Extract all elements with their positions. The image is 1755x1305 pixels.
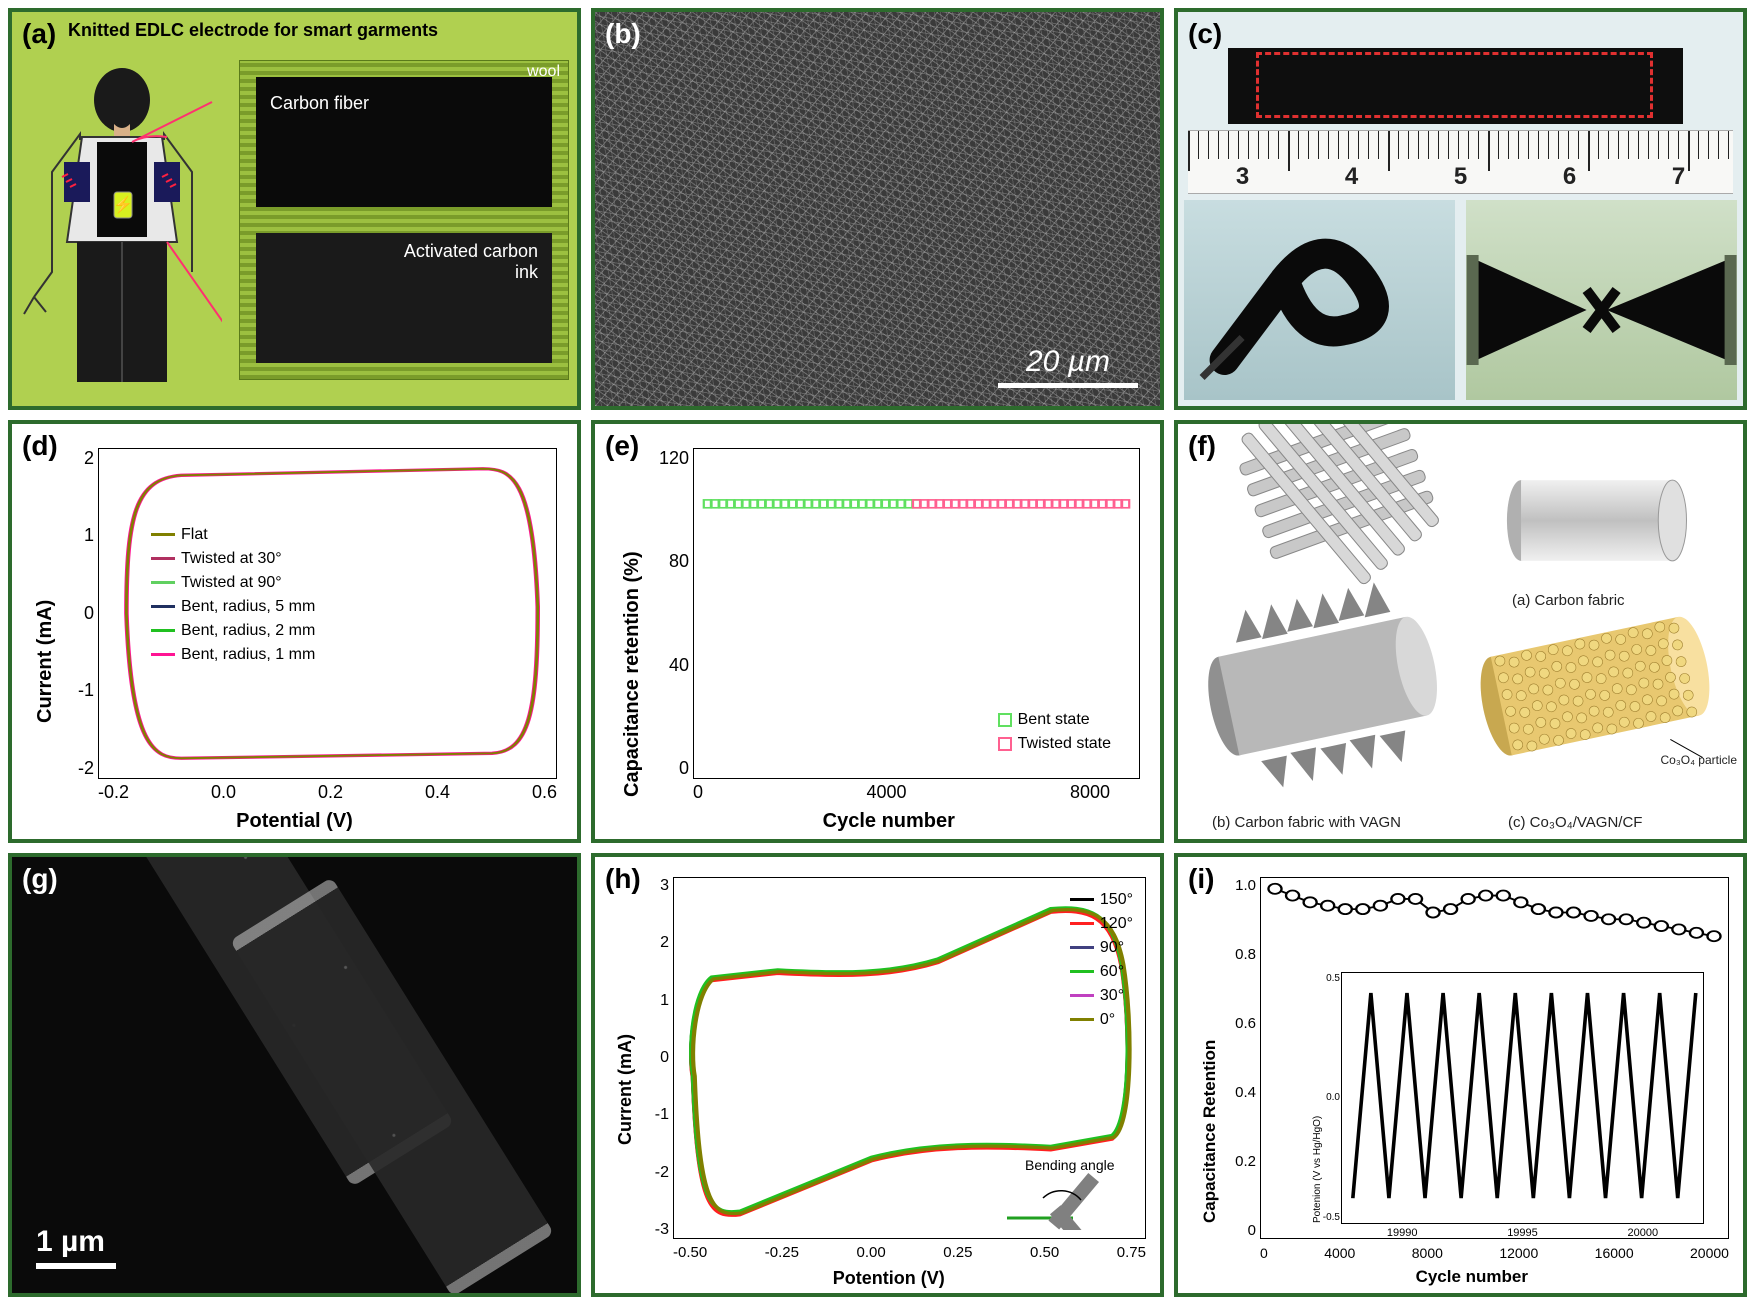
panel-b-sem: (b) 20 µm — [591, 8, 1164, 410]
panel-label-b: (b) — [605, 18, 641, 50]
yticks-e: 0 40 80 120 — [657, 448, 689, 779]
svg-text:⚡: ⚡ — [113, 195, 133, 214]
legend-item: Twisted state — [1018, 735, 1111, 752]
legend-item: Bent, radius, 5 mm — [181, 598, 315, 615]
particle-label: Co₃O₄ particle — [1661, 753, 1737, 767]
panel-h-cv: (h) 150° 120° 90° 60° 30° 0° Bending ang… — [591, 853, 1164, 1297]
ruler-num: 3 — [1236, 163, 1249, 191]
legend-item: 0° — [1100, 1011, 1115, 1028]
panel-label-d: (d) — [22, 430, 58, 462]
yticks-i: 00.2 0.40.6 0.81.0 — [1228, 877, 1256, 1239]
ylabel-h: Current (mA) — [615, 1034, 636, 1145]
carbon-fiber-region: Carbon fiber — [256, 77, 552, 207]
bend-photo — [1184, 200, 1455, 400]
legend-item: Flat — [181, 526, 208, 543]
xticks-d: -0.2 0.0 0.2 0.4 0.6 — [98, 782, 557, 803]
legend-item: Twisted at 30° — [181, 550, 282, 567]
dashed-outline — [1256, 52, 1653, 118]
yticks-h: -3-2 -10 12 3 — [645, 877, 669, 1239]
wool-fabric-inset: wool Carbon fiber Activated carbon ink — [239, 60, 569, 380]
xlabel-i: Cycle number — [1416, 1267, 1528, 1287]
scalebar-g-text: 1 µm — [36, 1225, 105, 1258]
panel-label-g: (g) — [22, 863, 58, 895]
legend-item: 60° — [1100, 963, 1124, 980]
ylabel-i: Capacitance Retention — [1200, 1040, 1220, 1223]
legend-item: 90° — [1100, 939, 1124, 956]
yticks-d: -2 -1 0 1 2 — [72, 448, 94, 779]
ylabel-d: Current (mA) — [34, 599, 57, 722]
legend-d: Flat Twisted at 30° Twisted at 90° Bent,… — [151, 523, 315, 667]
f-sublabel-a: (a) Carbon fabric — [1512, 592, 1625, 609]
legend-item: Bent, radius, 1 mm — [181, 646, 315, 663]
panel-label-i: (i) — [1188, 863, 1214, 895]
xlabel-e: Cycle number — [823, 810, 955, 833]
panel-a-title: Knitted EDLC electrode for smart garment… — [68, 20, 438, 41]
panel-c: (c) 3 4 5 6 7 — [1174, 8, 1747, 410]
ruler-num: 4 — [1345, 163, 1358, 191]
legend-item: 120° — [1100, 915, 1133, 932]
panel-i-retention: (i) -0.5 0.0 0.5 Potenion (V vs Hg/HgO) … — [1174, 853, 1747, 1297]
schematic-svg — [1178, 424, 1743, 839]
f-sublabel-c: (c) Co₃O₄/VAGN/CF — [1508, 814, 1642, 831]
twist-photo — [1466, 200, 1737, 400]
bending-inset: Bending angle — [1003, 1152, 1133, 1230]
chart-i-plot: -0.5 0.0 0.5 Potenion (V vs Hg/HgO) 1999… — [1260, 877, 1729, 1239]
svg-text:Bending angle: Bending angle — [1025, 1157, 1115, 1173]
legend-item: 150° — [1100, 891, 1133, 908]
legend-item: Twisted at 90° — [181, 574, 282, 591]
activated-carbon-region: Activated carbon ink — [256, 233, 552, 363]
xticks-i: 04000 800012000 1600020000 — [1260, 1245, 1729, 1261]
panel-d-cv: (d) Flat Twisted at 30° Twisted at 90° B… — [8, 420, 581, 843]
xticks-h: -0.50-0.25 0.000.25 0.500.75 — [673, 1244, 1146, 1261]
legend-item: 30° — [1100, 987, 1124, 1004]
panel-label-e: (e) — [605, 430, 639, 462]
scalebar-b: 20 µm — [998, 345, 1138, 388]
ruler: 3 4 5 6 7 — [1188, 130, 1733, 194]
panel-label-f: (f) — [1188, 430, 1216, 462]
xlabel-h: Potention (V) — [833, 1268, 945, 1289]
chart-h-plot: 150° 120° 90° 60° 30° 0° Bending angle — [673, 877, 1146, 1239]
xlabel-d: Potential (V) — [236, 810, 353, 833]
panel-f-schematic: (f) — [1174, 420, 1747, 843]
inset-ylabel: Potenion (V vs Hg/HgO) — [1312, 1116, 1323, 1223]
legend-item: Bent state — [1018, 711, 1090, 728]
scalebar-g: 1 µm — [36, 1225, 116, 1269]
ruler-num: 5 — [1454, 163, 1467, 191]
fiber-2 — [230, 877, 554, 1297]
legend-h: 150° 120° 90° 60° 30° 0° — [1070, 888, 1133, 1032]
ylabel-e: Capacitance retention (%) — [621, 552, 644, 798]
ruler-num: 6 — [1563, 163, 1576, 191]
panel-e-retention: (e) Bent state Twisted state 0 40 80 120… — [591, 420, 1164, 843]
f-sublabel-b: (b) Carbon fabric with VAGN — [1212, 814, 1401, 831]
chart-d-plot: Flat Twisted at 30° Twisted at 90° Bent,… — [98, 448, 557, 779]
panel-label-h: (h) — [605, 863, 641, 895]
inset-i: -0.5 0.0 0.5 Potenion (V vs Hg/HgO) 1999… — [1341, 972, 1704, 1224]
ac-label: Activated carbon ink — [398, 241, 538, 283]
panel-label-c: (c) — [1188, 18, 1222, 50]
ruler-num: 7 — [1672, 163, 1685, 191]
panel-g-sem: (g) 1 µm — [8, 853, 581, 1297]
person-illustration: ⚡ — [22, 62, 222, 392]
cf-label: Carbon fiber — [270, 93, 369, 114]
panel-label-a: (a) — [22, 18, 56, 50]
legend-item: Bent, radius, 2 mm — [181, 622, 315, 639]
panel-a: (a) Knitted EDLC electrode for smart gar… — [8, 8, 581, 410]
ruler-numbers: 3 4 5 6 7 — [1188, 163, 1733, 191]
legend-e: Bent state Twisted state — [998, 708, 1111, 756]
scalebar-b-text: 20 µm — [1026, 345, 1110, 378]
xticks-e: 0 4000 8000 — [693, 782, 1140, 803]
chart-e-plot: Bent state Twisted state — [693, 448, 1140, 779]
